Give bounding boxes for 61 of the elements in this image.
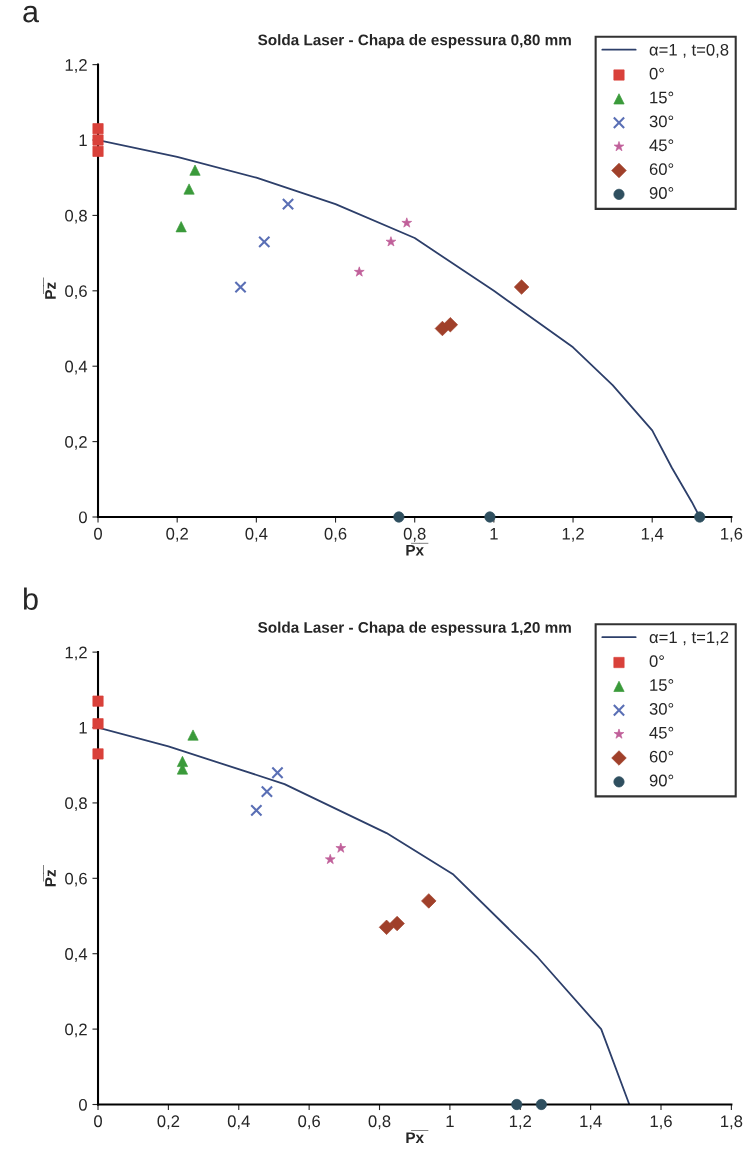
- legend-label: 90°: [649, 774, 674, 787]
- legend-label: 15°: [650, 679, 674, 691]
- x-tick-label: 0: [94, 527, 102, 540]
- x-tick-label: 1,8: [721, 1115, 743, 1130]
- y-tick-label: 0,2: [65, 436, 87, 450]
- chart-title: Solda Laser - Chapa de espessura 0,80 mm: [258, 34, 571, 49]
- x-tick-label: 1,2: [509, 1115, 532, 1130]
- y-tick-label: 0,6: [65, 285, 87, 299]
- x-tick-label: 1,6: [650, 1115, 672, 1130]
- x-tick-label: 0,8: [368, 1115, 391, 1130]
- y-tick-label: 0: [78, 1098, 87, 1111]
- legend-label: α=1 , t=0,8: [649, 43, 729, 58]
- text: a: [23, 5, 40, 23]
- legend-label: α=1 , t=1,2: [649, 631, 729, 646]
- y-tick-label: 1,2: [65, 646, 87, 661]
- legend-label: 60°: [649, 163, 674, 176]
- legend-label: 30°: [649, 115, 674, 128]
- y-tick-label: 0,4: [65, 948, 88, 962]
- legend-label: 90°: [649, 187, 674, 199]
- x-tick-label: 1: [490, 528, 498, 540]
- x-tick-label: 0: [94, 1115, 102, 1128]
- point: [250, 804, 263, 817]
- legend-label: 60°: [649, 750, 674, 763]
- point: [271, 766, 284, 779]
- legend-label: 0°: [649, 67, 664, 80]
- x-axis-title: P̅x̅: [406, 1130, 429, 1143]
- x-tick-label: 1,2: [562, 527, 584, 542]
- y-tick-label: 0,6: [65, 872, 87, 887]
- x-tick-label: 1,4: [641, 528, 664, 542]
- y-tick-label: 0,2: [65, 1023, 87, 1038]
- x-tick-label: 1,4: [580, 1115, 602, 1130]
- legend-label: 0°: [649, 655, 664, 668]
- y-tick-label: 0: [78, 511, 87, 524]
- x-tick-label: 1: [446, 1115, 454, 1127]
- y-tick-label: 0,4: [65, 360, 88, 375]
- y-axis-title: P̅z̅: [43, 865, 56, 887]
- y-tick-label: 0,8: [65, 209, 87, 224]
- y-tick-label: 1: [79, 722, 87, 734]
- y-axis-title: P̅z̅: [43, 277, 56, 299]
- x-tick-label: 0,4: [227, 1115, 250, 1130]
- y-tick-label: 1: [79, 134, 87, 147]
- chart-title: Solda Laser - Chapa de espessura 1,20 mm: [258, 621, 571, 636]
- x-tick-label: 0,2: [157, 1115, 180, 1130]
- point: [258, 235, 271, 248]
- text: b: [23, 587, 38, 610]
- legend-label: 45°: [649, 139, 674, 152]
- y-tick-label: 1,2: [65, 59, 87, 73]
- x-tick-label: 0,8: [403, 527, 426, 542]
- y-tick-label: 0,8: [65, 797, 87, 812]
- point: [234, 280, 247, 294]
- point: [281, 197, 295, 211]
- x-tick-label: 0,6: [324, 527, 347, 542]
- x-tick-label: 1,6: [721, 527, 743, 542]
- point: [260, 785, 274, 798]
- x-tick-label: 0,6: [298, 1115, 320, 1130]
- x-axis-title: P̅x̅: [406, 542, 429, 556]
- x-tick-label: 0,4: [245, 527, 268, 542]
- legend-label: 45°: [649, 726, 674, 739]
- legend-label: 15°: [650, 91, 674, 104]
- x-tick-label: 0,2: [166, 527, 188, 542]
- legend-label: 30°: [649, 702, 674, 715]
